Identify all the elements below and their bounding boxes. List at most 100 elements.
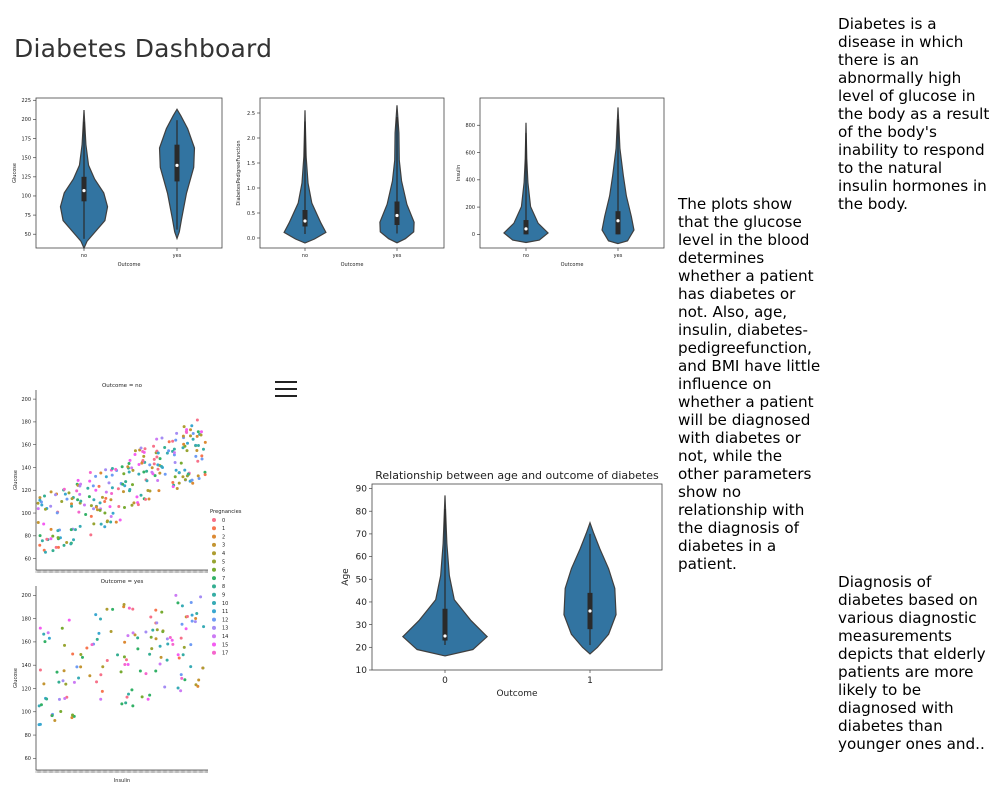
data-point	[42, 522, 46, 526]
data-point	[119, 670, 123, 674]
data-point	[98, 501, 102, 505]
y-tick-label: 160	[21, 640, 31, 646]
x-tick-label: yes	[614, 253, 623, 259]
legend-label: 6	[222, 568, 225, 574]
y-tick-label: 175	[21, 136, 31, 142]
data-point	[62, 669, 66, 673]
data-point	[158, 662, 162, 666]
data-point	[56, 529, 60, 533]
data-point	[174, 593, 178, 597]
data-point	[37, 704, 41, 708]
data-point	[87, 495, 91, 499]
data-point	[190, 424, 194, 428]
data-point	[175, 431, 179, 435]
data-point	[172, 453, 176, 457]
data-point	[185, 431, 189, 435]
legend-swatch	[212, 559, 216, 564]
violin-chart-2: 0 200 400 600 800 no yes Outcome Insulin	[456, 97, 665, 268]
data-point	[110, 473, 114, 477]
data-point	[92, 522, 96, 526]
data-point	[190, 478, 194, 482]
y-tick-label: 2.0	[247, 136, 255, 142]
legend-title: Pregnancies	[210, 509, 242, 515]
data-point	[98, 508, 102, 512]
legend-swatch	[212, 518, 216, 522]
data-point	[171, 485, 175, 489]
data-point	[79, 665, 83, 669]
data-point	[104, 475, 108, 479]
data-point	[144, 497, 148, 501]
data-point	[46, 631, 50, 635]
y-axis-label: Insulin	[456, 165, 462, 181]
y-tick-label: 30	[356, 621, 368, 631]
data-point	[99, 522, 103, 526]
data-point	[51, 534, 55, 538]
data-point	[88, 471, 92, 475]
y-tick-label: 225	[21, 98, 31, 104]
data-point	[109, 629, 113, 633]
data-point	[189, 428, 193, 432]
data-point	[158, 644, 162, 648]
data-point	[55, 670, 59, 674]
data-point	[109, 520, 113, 524]
data-point	[94, 474, 98, 478]
data-point	[165, 451, 169, 455]
data-point	[94, 488, 98, 492]
data-point	[184, 627, 188, 631]
median-point	[443, 634, 447, 638]
data-point	[67, 618, 71, 622]
legend-label: 1	[222, 526, 225, 532]
diabetes-definition-text: Diabetes is a disease in which there is …	[838, 15, 990, 213]
data-point	[122, 605, 126, 609]
hamburger-menu-icon[interactable]	[275, 381, 297, 398]
data-point	[201, 666, 205, 670]
data-point	[95, 680, 99, 684]
data-point	[142, 454, 146, 458]
x-tick-label: 0	[442, 676, 448, 686]
y-tick-label: 60	[356, 553, 368, 563]
data-point	[190, 619, 194, 623]
data-point	[136, 647, 140, 651]
data-point	[78, 524, 82, 528]
data-point	[128, 458, 132, 462]
data-point	[117, 504, 121, 508]
data-point	[70, 716, 74, 720]
violin-chart-1: 0.0 0.5 1.0 1.5 2.0 2.5 no yes Outcome DiabetesPe…	[236, 97, 445, 268]
data-point	[144, 672, 148, 676]
iqr-box	[302, 210, 308, 227]
iqr-box	[174, 144, 180, 182]
plot-frame	[371, 483, 663, 671]
data-point	[144, 630, 148, 634]
data-point	[99, 697, 103, 701]
data-point	[154, 637, 158, 641]
data-point	[114, 520, 118, 524]
data-point	[185, 449, 189, 453]
data-point	[194, 617, 198, 621]
chart-title: Relationship between age and outcome of …	[375, 469, 659, 482]
data-point	[189, 643, 193, 647]
data-point	[140, 461, 144, 465]
data-point	[38, 496, 42, 500]
data-point	[110, 486, 114, 490]
y-tick-label: 10	[356, 666, 368, 676]
x-axis-label: Outcome	[341, 262, 364, 268]
data-point	[160, 610, 164, 614]
y-tick-label: 120	[21, 488, 31, 494]
data-point	[179, 689, 183, 693]
data-point	[193, 620, 197, 624]
iqr-box	[442, 608, 448, 641]
data-point	[40, 503, 44, 507]
data-point	[108, 505, 112, 509]
y-tick-label: 90	[356, 485, 368, 495]
data-point	[197, 476, 201, 480]
data-point	[100, 495, 104, 499]
data-point	[143, 447, 147, 451]
data-point	[85, 646, 89, 650]
data-point	[116, 487, 120, 491]
data-point	[142, 470, 146, 474]
data-point	[124, 658, 128, 662]
y-tick-label: 80	[25, 534, 31, 540]
data-point	[151, 628, 155, 632]
